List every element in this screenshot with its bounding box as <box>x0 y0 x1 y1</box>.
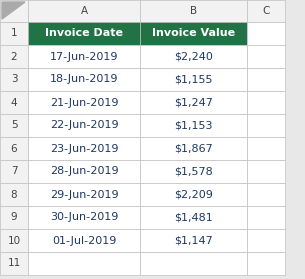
Text: C: C <box>262 6 270 16</box>
Bar <box>0 91 28 114</box>
Text: 30-Jun-2019: 30-Jun-2019 <box>50 213 118 222</box>
Text: Invoice Date: Invoice Date <box>45 28 123 39</box>
Bar <box>0 45 28 68</box>
Bar <box>247 45 285 68</box>
Text: 18-Jun-2019: 18-Jun-2019 <box>50 74 118 85</box>
Bar <box>28 68 140 91</box>
Bar <box>140 91 247 114</box>
Text: 9: 9 <box>11 213 17 222</box>
Bar <box>28 45 140 68</box>
Bar <box>140 137 247 160</box>
Bar <box>28 22 140 45</box>
Bar <box>140 252 247 275</box>
Text: 21-Jun-2019: 21-Jun-2019 <box>50 97 118 107</box>
Text: 5: 5 <box>11 121 17 131</box>
Text: Invoice Value: Invoice Value <box>152 28 235 39</box>
Bar <box>247 206 285 229</box>
Text: 10: 10 <box>7 235 20 246</box>
Bar <box>0 183 28 206</box>
Bar <box>140 206 247 229</box>
Bar <box>247 68 285 91</box>
Bar <box>247 252 285 275</box>
Bar <box>247 137 285 160</box>
Bar <box>247 91 285 114</box>
Text: B: B <box>190 6 197 16</box>
Bar <box>28 252 140 275</box>
Text: 28-Jun-2019: 28-Jun-2019 <box>50 167 118 177</box>
Bar <box>247 114 285 137</box>
Bar <box>140 183 247 206</box>
Text: 17-Jun-2019: 17-Jun-2019 <box>50 52 118 61</box>
Bar <box>140 45 247 68</box>
Text: 6: 6 <box>11 143 17 153</box>
Bar <box>140 114 247 137</box>
Polygon shape <box>2 2 25 19</box>
Text: $1,147: $1,147 <box>174 235 213 246</box>
Bar <box>28 137 140 160</box>
Text: 22-Jun-2019: 22-Jun-2019 <box>50 121 118 131</box>
Bar <box>140 0 247 22</box>
Bar <box>0 68 28 91</box>
Bar <box>140 22 247 45</box>
Bar <box>140 160 247 183</box>
Text: 11: 11 <box>7 259 21 268</box>
Bar <box>247 22 285 45</box>
Text: 1: 1 <box>11 28 17 39</box>
Bar <box>28 160 140 183</box>
Text: $1,481: $1,481 <box>174 213 213 222</box>
Bar <box>28 91 140 114</box>
Text: $1,155: $1,155 <box>174 74 213 85</box>
Bar <box>28 0 140 22</box>
Bar <box>247 0 285 22</box>
Text: 7: 7 <box>11 167 17 177</box>
Text: $1,867: $1,867 <box>174 143 213 153</box>
Bar <box>247 229 285 252</box>
Bar <box>0 114 28 137</box>
Text: $1,153: $1,153 <box>174 121 213 131</box>
Text: $2,240: $2,240 <box>174 52 213 61</box>
Bar <box>140 229 247 252</box>
Text: 23-Jun-2019: 23-Jun-2019 <box>50 143 118 153</box>
Text: $1,247: $1,247 <box>174 97 213 107</box>
Text: $2,209: $2,209 <box>174 189 213 199</box>
Text: 2: 2 <box>11 52 17 61</box>
Text: 29-Jun-2019: 29-Jun-2019 <box>50 189 118 199</box>
Text: 01-Jul-2019: 01-Jul-2019 <box>52 235 116 246</box>
Bar <box>0 229 28 252</box>
Bar <box>0 137 28 160</box>
Text: $1,578: $1,578 <box>174 167 213 177</box>
Bar <box>0 252 28 275</box>
Bar <box>140 68 247 91</box>
Bar <box>247 183 285 206</box>
Bar <box>247 160 285 183</box>
Text: A: A <box>81 6 88 16</box>
Text: 8: 8 <box>11 189 17 199</box>
Bar <box>0 206 28 229</box>
Bar <box>28 206 140 229</box>
Bar <box>0 0 28 22</box>
Text: 3: 3 <box>11 74 17 85</box>
Bar <box>0 160 28 183</box>
Text: 4: 4 <box>11 97 17 107</box>
Bar <box>28 229 140 252</box>
Bar <box>0 22 28 45</box>
Bar <box>28 114 140 137</box>
Bar <box>28 183 140 206</box>
